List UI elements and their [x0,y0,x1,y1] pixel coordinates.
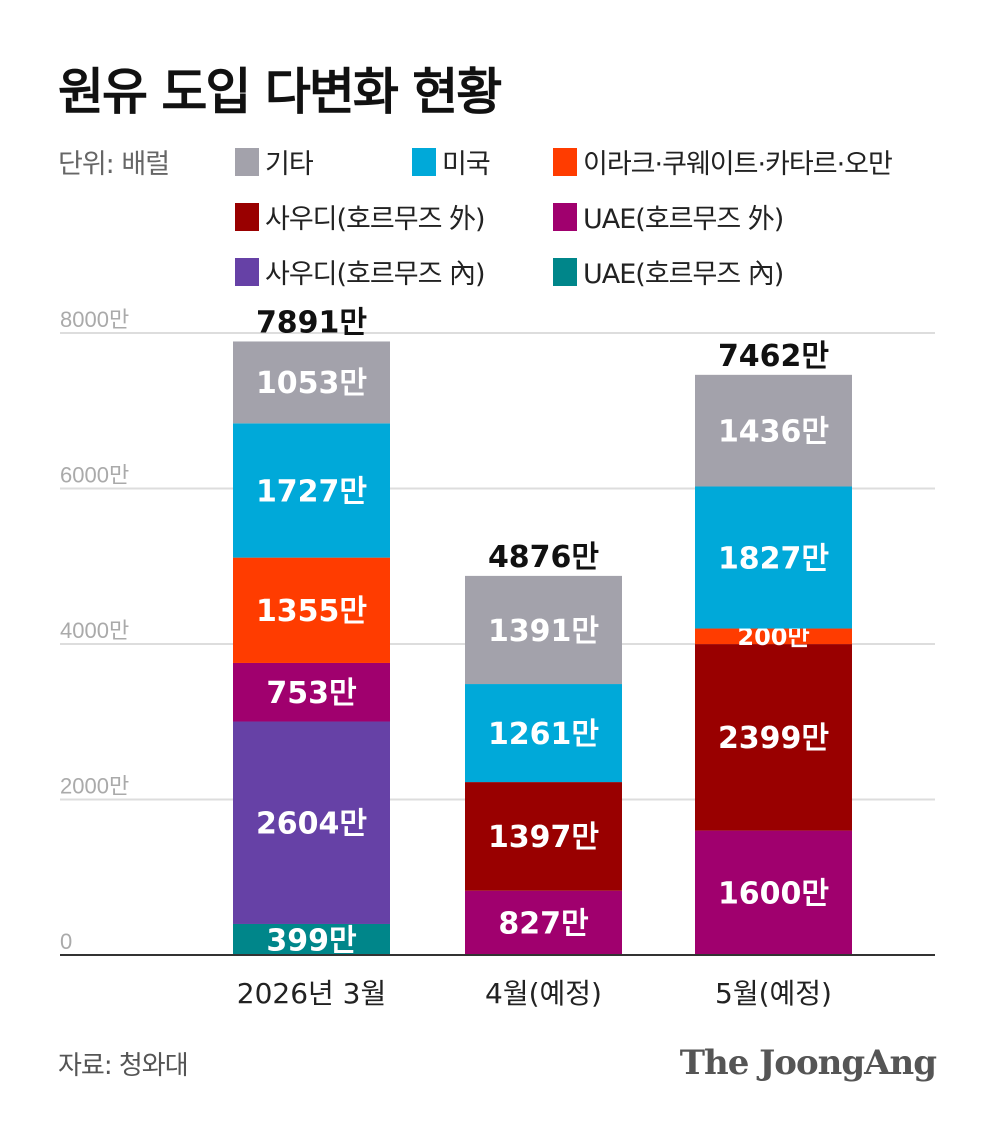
data-label: 399만 [266,923,357,958]
legend-label: 기타 [265,149,314,180]
bar-segment [233,923,390,955]
total-label: 7462만 [718,339,829,374]
x-tick-label: 5월(예정) [715,977,832,1010]
data-label: 1397만 [488,820,599,855]
data-label: 2399만 [718,721,829,756]
chart-title: 원유 도입 다변화 현황 [58,63,502,121]
legend-item: 이라크·쿠웨이트·카타르·오만 [553,142,893,181]
legend-swatch [235,202,259,231]
data-label: 2604만 [256,807,367,842]
legend-label: UAE(호르무즈 內) [583,259,784,290]
y-tick-label: 0 [60,929,72,954]
bar-segment [233,557,390,663]
bar-segment [695,628,852,645]
legend-swatch [235,147,259,176]
legend-swatch [412,147,436,176]
legend-swatch [553,257,577,286]
bar-segment [465,890,622,955]
legend-swatch [235,257,259,286]
data-label: 1827만 [718,541,829,576]
legend-swatch [553,202,577,231]
bar-segment [233,721,390,924]
y-tick-label: 8000만 [60,307,129,332]
legend-label: 사우디(호르무즈 內) [265,259,486,290]
x-tick-label: 4월(예정) [485,977,602,1010]
publisher-logo: The JoongAng [679,1043,937,1083]
legend-label: 미국 [442,149,491,180]
data-label: 1600만 [718,877,829,912]
legend-item: 사우디(호르무즈 外) [235,197,486,236]
legend-item: 미국 [412,142,491,181]
data-label: 1053만 [256,366,367,401]
y-tick-label: 4000만 [60,618,129,643]
bar-segment [695,830,852,955]
bar-segment [695,374,852,487]
legend-label: 이라크·쿠웨이트·카타르·오만 [583,149,893,180]
total-label: 7891만 [256,305,367,340]
data-label: 827만 [498,907,589,942]
data-label: 1727만 [256,474,367,509]
legend-label: UAE(호르무즈 外) [583,204,784,235]
bar-segment [465,782,622,891]
data-label: 1436만 [718,414,829,449]
bar-segment [233,423,390,558]
bar-segment [695,644,852,831]
data-label: 1355만 [256,594,367,629]
legend-label: 사우디(호르무즈 外) [265,204,486,235]
legend-item: UAE(호르무즈 內) [553,252,784,291]
total-label: 4876만 [488,540,599,575]
data-label: 753만 [266,676,357,711]
x-tick-label: 2026년 3월 [237,977,387,1010]
legend-item: 사우디(호르무즈 內) [235,252,486,291]
legend-item: 기타 [235,142,314,181]
legend-item: UAE(호르무즈 外) [553,197,784,236]
source-label: 자료: 청와대 [58,1051,189,1081]
data-label: 1261만 [488,717,599,752]
data-label: 1391만 [488,614,599,649]
legend-swatch [553,147,577,176]
unit-label: 단위: 배럴 [58,149,170,180]
bar-segment [695,486,852,629]
bar-segment [465,575,622,685]
y-tick-label: 2000만 [60,774,129,799]
y-tick-label: 6000만 [60,463,129,488]
bar-segment [233,341,390,424]
bar-segment [233,662,390,722]
bar-segment [465,684,622,783]
